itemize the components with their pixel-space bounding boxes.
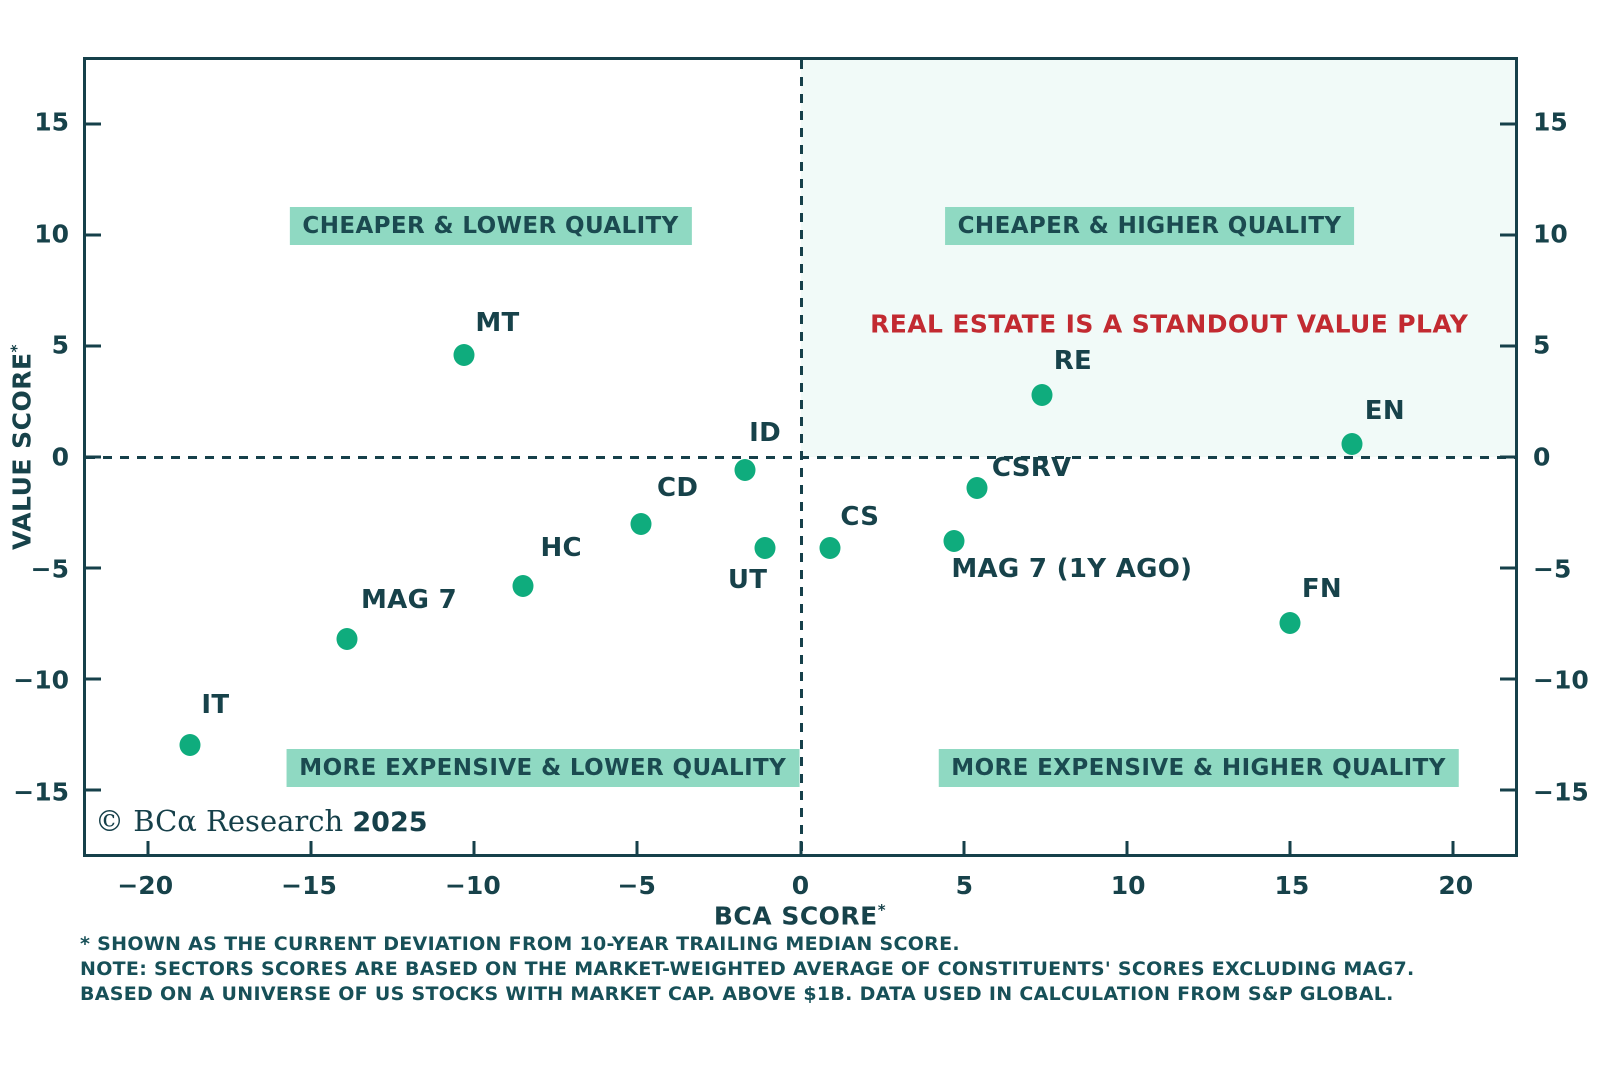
data-point-label: IT [201, 690, 230, 721]
data-point [1031, 383, 1053, 406]
x-axis-tick-label: 5 [955, 871, 974, 900]
data-point [966, 477, 988, 500]
y-axis-tick-label-left: −15 [13, 777, 69, 807]
y-axis-tick-label-right: −15 [1533, 777, 1589, 807]
data-point [1279, 612, 1301, 635]
plot-area: REAL ESTATE IS A STANDOUT VALUE PLAY © B… [83, 57, 1518, 857]
data-point-label: CD [656, 472, 699, 503]
x-axis-tick [962, 841, 966, 854]
x-axis-tick [635, 841, 639, 854]
y-axis-footnote-star: * [7, 344, 26, 353]
data-point-label: CS [840, 501, 880, 532]
y-axis-tick-label-right: 15 [1533, 107, 1568, 137]
footnote-line-2: NOTE: SECTORS SCORES ARE BASED ON THE MA… [80, 958, 1415, 980]
data-point [943, 530, 965, 553]
data-point [453, 343, 475, 366]
real-estate-annotation: REAL ESTATE IS A STANDOUT VALUE PLAY [870, 309, 1469, 339]
quadrant-label: MORE EXPENSIVE & HIGHER QUALITY [938, 748, 1459, 787]
y-axis-tick-right [1500, 788, 1515, 792]
x-axis-tick-label: −5 [617, 871, 656, 900]
copyright: © BCα Research 2025 [95, 804, 428, 838]
x-axis-tick-label: 20 [1438, 871, 1474, 900]
y-axis-tick-label-left: −10 [13, 665, 69, 695]
y-axis-tick-label-left: 5 [51, 330, 69, 360]
x-axis-tick-label: −20 [117, 871, 174, 900]
y-axis-title: VALUE SCORE* [7, 344, 37, 550]
x-axis-tick [1288, 841, 1292, 854]
copyright-year: 2025 [352, 807, 428, 838]
x-axis-tick-label: 0 [791, 871, 810, 900]
data-point [512, 574, 534, 597]
y-axis-tick-label-left: 15 [34, 107, 69, 137]
y-axis-tick-right [1500, 566, 1515, 570]
y-axis-tick-right [1500, 455, 1515, 459]
y-axis-tick-label-left: 10 [34, 219, 69, 249]
x-axis-tick-label: 15 [1274, 871, 1310, 900]
y-axis-tick-right [1500, 233, 1515, 237]
y-axis-tick-left [86, 566, 101, 570]
x-axis-tick [1125, 841, 1129, 854]
x-axis-tick [472, 841, 476, 854]
y-axis-tick-right [1500, 122, 1515, 126]
data-point [754, 536, 776, 559]
data-point [336, 627, 358, 650]
data-point [179, 734, 201, 757]
y-axis-tick-left [86, 677, 101, 681]
data-point [734, 459, 756, 482]
data-point-label: FN [1301, 574, 1342, 605]
data-point-label: MAG 7 [361, 584, 457, 615]
x-axis-tick-label: −10 [444, 871, 501, 900]
quadrant-label: MORE EXPENSIVE & LOWER QUALITY [286, 748, 800, 787]
footnotes: * SHOWN AS THE CURRENT DEVIATION FROM 10… [80, 932, 1415, 1007]
y-axis-tick-left [86, 788, 101, 792]
data-point-label: CSRV [991, 453, 1072, 484]
y-axis-tick-label-right: 10 [1533, 219, 1568, 249]
footnote-line-3: BASED ON A UNIVERSE OF US STOCKS WITH MA… [80, 983, 1394, 1005]
y-axis-tick-right [1500, 344, 1515, 348]
y-axis-tick-left [86, 455, 101, 459]
y-axis-tick-label-left: −5 [30, 554, 69, 584]
data-point-label: MAG 7 (1Y AGO) [951, 554, 1193, 585]
y-axis-tick-label-left: 0 [51, 442, 69, 472]
data-point [630, 512, 652, 535]
data-point-label: MT [475, 307, 520, 338]
x-axis-footnote-star: * [877, 901, 887, 919]
y-axis-tick-label-right: 5 [1533, 330, 1551, 360]
y-axis-tick-left [86, 122, 101, 126]
y-axis-tick-label-right: −10 [1533, 665, 1589, 695]
data-point-label: UT [727, 564, 768, 595]
data-point-label: EN [1364, 395, 1405, 426]
zero-vertical-dashed-line [799, 60, 803, 854]
y-axis-tick-label-right: −5 [1533, 554, 1572, 584]
data-point [1341, 432, 1363, 455]
quadrant-label: CHEAPER & HIGHER QUALITY [944, 207, 1355, 246]
data-point-label: HC [540, 532, 582, 563]
x-axis-tick [1451, 841, 1455, 854]
data-point-label: ID [749, 418, 781, 449]
x-axis-tick-label: −15 [281, 871, 337, 900]
y-axis-tick-label-right: 0 [1533, 442, 1551, 472]
data-point [819, 536, 841, 559]
quadrant-label: CHEAPER & LOWER QUALITY [289, 207, 692, 246]
data-point-label: RE [1053, 345, 1093, 376]
x-axis-title: BCA SCORE* [713, 901, 887, 931]
footnote-line-1: * SHOWN AS THE CURRENT DEVIATION FROM 10… [80, 933, 960, 955]
x-axis-tick [799, 841, 802, 854]
top-right-quadrant-tint [800, 60, 1515, 457]
x-axis-tick [309, 841, 313, 854]
y-axis-tick-left [86, 233, 101, 237]
x-axis-tick [146, 841, 150, 854]
y-axis-tick-left [86, 344, 101, 348]
y-axis-tick-right [1500, 677, 1515, 681]
copyright-brand: © BCα Research [95, 804, 344, 838]
x-axis-tick-label: 10 [1110, 871, 1146, 900]
